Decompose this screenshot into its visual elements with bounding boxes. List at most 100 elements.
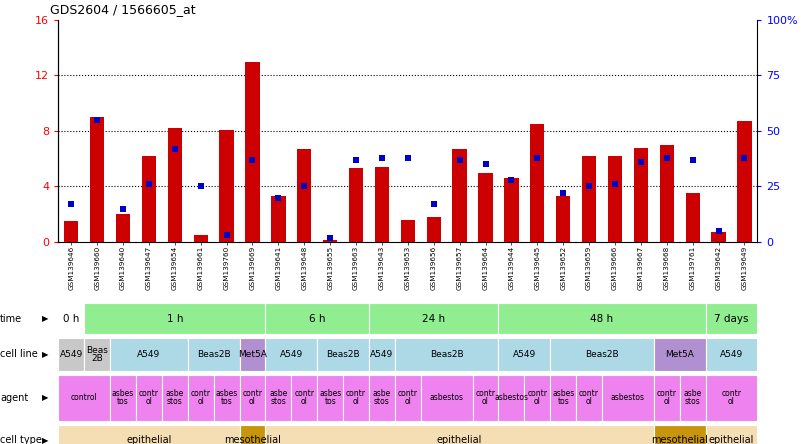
Point [117, 205, 130, 212]
Point [350, 156, 363, 163]
Text: asbestos: asbestos [611, 393, 645, 402]
Bar [602, 375, 654, 421]
Bar [576, 375, 602, 421]
Bar [110, 337, 188, 371]
Bar [90, 117, 104, 242]
Bar [654, 424, 706, 444]
Text: ▶: ▶ [42, 393, 49, 402]
Bar [633, 148, 648, 242]
Bar [349, 168, 363, 242]
Bar [737, 121, 752, 242]
Text: cell type: cell type [0, 435, 42, 444]
Bar [479, 173, 492, 242]
Text: Beas2B: Beas2B [585, 350, 619, 359]
Bar [654, 337, 706, 371]
Bar [266, 337, 318, 371]
Point [738, 154, 751, 161]
Bar [608, 156, 622, 242]
Bar [453, 149, 467, 242]
Text: agent: agent [0, 393, 28, 403]
Bar [369, 375, 395, 421]
Bar [550, 337, 654, 371]
Bar [194, 235, 208, 242]
Text: A549: A549 [370, 350, 394, 359]
Bar [245, 62, 260, 242]
Text: asbe
stos: asbe stos [166, 389, 184, 406]
Bar [498, 303, 706, 334]
Bar [318, 337, 369, 371]
Text: control: control [70, 393, 97, 402]
Text: asbe
stos: asbe stos [373, 389, 391, 406]
Bar [711, 232, 726, 242]
Bar [116, 214, 130, 242]
Text: time: time [0, 313, 22, 324]
Text: contr
ol: contr ol [346, 389, 366, 406]
Point [712, 227, 725, 234]
Bar [266, 303, 369, 334]
Text: asbestos: asbestos [429, 393, 463, 402]
Text: contr
ol: contr ol [579, 389, 599, 406]
Text: Met5A: Met5A [238, 350, 267, 359]
Text: epithelial: epithelial [126, 435, 172, 444]
Bar [401, 220, 415, 242]
Point [324, 234, 337, 241]
Text: contr
ol: contr ol [139, 389, 159, 406]
Bar [395, 375, 420, 421]
Text: asbes
tos: asbes tos [319, 389, 341, 406]
Text: ▶: ▶ [42, 314, 49, 323]
Text: contr
ol: contr ol [722, 389, 741, 406]
Text: mesothelial: mesothelial [224, 435, 281, 444]
Bar [524, 375, 550, 421]
Point [686, 156, 699, 163]
Text: ▶: ▶ [42, 436, 49, 444]
Bar [240, 375, 266, 421]
Text: epithelial: epithelial [437, 435, 482, 444]
Point [505, 176, 518, 183]
Text: asbes
tos: asbes tos [112, 389, 134, 406]
Point [246, 156, 259, 163]
Point [427, 201, 440, 208]
Point [401, 154, 414, 161]
Bar [654, 375, 680, 421]
Text: asbes
tos: asbes tos [215, 389, 237, 406]
Bar [498, 375, 524, 421]
Text: asbe
stos: asbe stos [684, 389, 701, 406]
Bar [142, 156, 156, 242]
Point [143, 181, 156, 188]
Bar [58, 337, 84, 371]
Text: asbestos: asbestos [494, 393, 528, 402]
Bar [266, 424, 654, 444]
Bar [58, 303, 84, 334]
Point [582, 183, 595, 190]
Text: 0 h: 0 h [63, 313, 79, 324]
Text: 48 h: 48 h [590, 313, 613, 324]
Bar [369, 337, 395, 371]
Text: contr
ol: contr ol [657, 389, 676, 406]
Point [168, 145, 181, 152]
Bar [685, 194, 700, 242]
Bar [84, 337, 110, 371]
Text: A549: A549 [720, 350, 743, 359]
Bar [58, 375, 110, 421]
Text: epithelial: epithelial [709, 435, 754, 444]
Point [376, 154, 389, 161]
Text: Beas2B: Beas2B [197, 350, 231, 359]
Bar [188, 375, 214, 421]
Bar [680, 375, 706, 421]
Bar [556, 196, 570, 242]
Text: A549: A549 [279, 350, 303, 359]
Bar [240, 337, 266, 371]
Text: contr
ol: contr ol [475, 389, 496, 406]
Bar [64, 221, 79, 242]
Text: contr
ol: contr ol [242, 389, 262, 406]
Point [91, 116, 104, 123]
Text: contr
ol: contr ol [398, 389, 418, 406]
Text: cell line: cell line [0, 349, 38, 359]
Point [194, 183, 207, 190]
Point [531, 154, 544, 161]
Text: Beas2B: Beas2B [326, 350, 360, 359]
Bar [214, 375, 240, 421]
Bar [706, 303, 757, 334]
Text: asbes
tos: asbes tos [552, 389, 574, 406]
Bar [110, 375, 136, 421]
